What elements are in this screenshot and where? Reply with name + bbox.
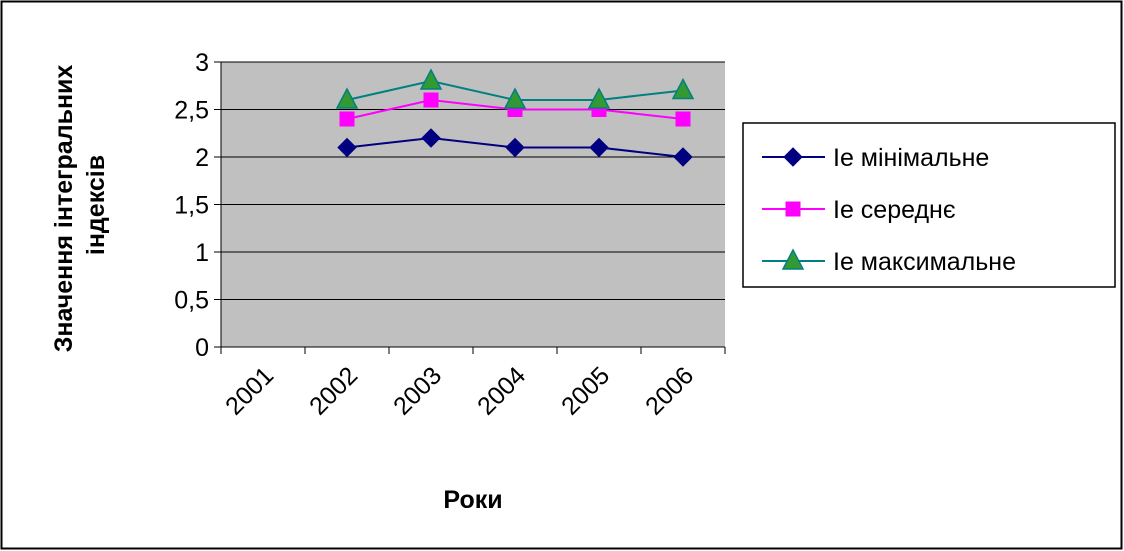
data-point <box>673 147 693 167</box>
legend-marker <box>781 248 805 270</box>
y-tick-label: 1 <box>195 239 209 267</box>
y-tick-label: 0 <box>195 334 209 362</box>
legend-marker <box>783 147 803 167</box>
gridlines <box>221 61 725 348</box>
data-point <box>423 92 439 108</box>
legend-item: Ie середнє <box>762 196 956 224</box>
y-tick-label: 3 <box>195 49 209 77</box>
legend-label: Ie мінімальне <box>833 144 989 172</box>
y-axis-ticks: 0 0,5 1 1,5 2 2,5 3 <box>174 49 221 362</box>
legend-label: Ie середнє <box>833 196 956 224</box>
data-point <box>589 137 609 158</box>
y-tick-label: 0,5 <box>174 287 209 315</box>
legend-box <box>742 122 1116 288</box>
legend-marker <box>785 201 801 217</box>
data-point <box>587 87 611 109</box>
y-axis-title-line-2: індексів <box>82 155 110 255</box>
data-point <box>503 87 527 109</box>
data-point <box>419 68 443 90</box>
y-tick-label: 1,5 <box>174 192 209 220</box>
x-axis-title: Роки <box>443 486 502 514</box>
series-3 <box>335 68 695 109</box>
series-1 <box>337 128 693 167</box>
legend-item: Ie мінімальне <box>762 144 989 172</box>
y-tick-label: 2,5 <box>174 97 209 125</box>
y-axis-title: Значення інтегральних індексів <box>50 58 110 353</box>
legend-label: Ie максимальне <box>833 248 1016 276</box>
series-layer <box>335 68 695 167</box>
y-axis-title-line-1: Значення інтегральних <box>50 65 78 353</box>
data-point <box>421 128 441 148</box>
data-point <box>671 77 695 100</box>
data-point <box>339 111 355 127</box>
data-point <box>335 87 359 109</box>
data-point <box>505 137 525 158</box>
data-point <box>675 111 691 127</box>
legend-item: Ie максимальне <box>762 248 1016 276</box>
legend: Ie мінімальне Ie середнє Ie максимальне <box>742 122 1116 288</box>
y-tick-label: 2 <box>195 144 209 172</box>
data-point <box>337 137 357 158</box>
